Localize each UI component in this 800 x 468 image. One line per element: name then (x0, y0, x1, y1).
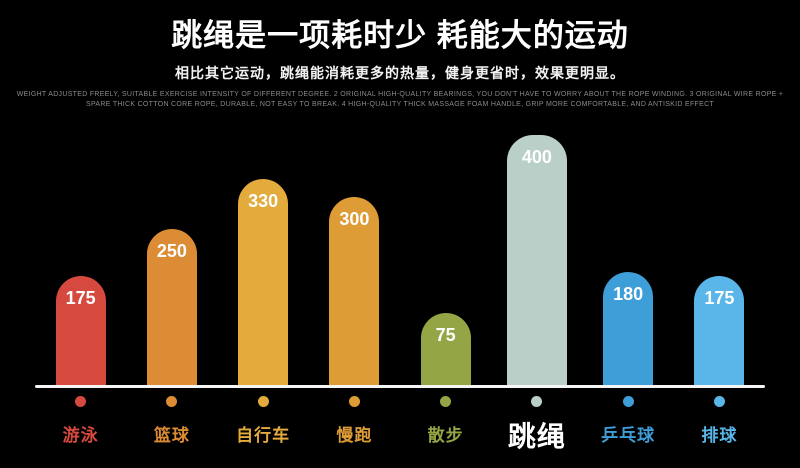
dot-column (583, 396, 674, 407)
bar-column: 175 (35, 276, 126, 385)
bar-value: 175 (65, 288, 96, 308)
label-column: 篮球 (126, 421, 217, 446)
bar-column: 250 (126, 229, 217, 385)
label-column: 跳绳 (491, 413, 582, 453)
page-title: 跳绳是一项耗时少 耗能大的运动 (0, 16, 800, 56)
bar-column: 330 (218, 179, 309, 385)
bar-column: 180 (583, 272, 674, 385)
label-column: 游泳 (35, 421, 126, 446)
category-label-乒乓球: 乒乓球 (601, 425, 656, 445)
bar-column: 75 (400, 313, 491, 385)
bar-排球: 175 (694, 276, 745, 385)
title-bold: 耗时少 耗能大 (331, 18, 533, 53)
axis-dot (713, 396, 725, 407)
axis-dot (75, 396, 87, 407)
label-column: 乒乓球 (583, 421, 674, 446)
label-column: 散步 (400, 421, 491, 446)
axis-dot (531, 396, 543, 407)
bar-value: 250 (156, 241, 187, 261)
category-label-篮球: 篮球 (153, 425, 190, 445)
bar-value: 400 (521, 147, 552, 167)
category-label-跳绳: 跳绳 (507, 421, 566, 452)
axis-dot (348, 396, 360, 407)
axis-dot (440, 396, 452, 407)
axis-dot (257, 396, 269, 407)
dot-column (491, 396, 582, 407)
bar-column: 175 (674, 276, 765, 385)
fineprint-line-1: WEIGHT ADJUSTED FREELY, SUITABLE EXERCIS… (16, 91, 784, 98)
dot-column (218, 396, 309, 407)
dot-column (400, 396, 491, 407)
fineprint: WEIGHT ADJUSTED FREELY, SUITABLE EXERCIS… (0, 90, 800, 110)
x-axis-line (35, 385, 765, 388)
bars-row: 175 250 330 300 75 400 180 175 (35, 133, 765, 385)
bar-散步: 75 (420, 313, 471, 385)
bar-篮球: 250 (146, 229, 197, 385)
bar-column: 400 (491, 135, 582, 385)
category-label-散步: 散步 (427, 425, 464, 445)
calorie-bar-chart: 175 250 330 300 75 400 180 175 游泳 篮球 自行车 慢跑 散步 跳绳 乒乓球… (35, 133, 765, 453)
fineprint-line-2: SPARE THICK COTTON CORE ROPE, DURABLE, N… (86, 101, 714, 108)
dot-column (126, 396, 217, 407)
label-column: 自行车 (218, 421, 309, 446)
bar-慢跑: 300 (329, 197, 380, 385)
bar-column: 300 (309, 197, 400, 385)
bar-value: 300 (339, 209, 370, 229)
category-label-游泳: 游泳 (62, 425, 99, 445)
bar-游泳: 175 (55, 276, 106, 385)
labels-row: 游泳 篮球 自行车 慢跑 散步 跳绳 乒乓球 排球 (35, 413, 765, 453)
dot-column (674, 396, 765, 407)
dot-column (309, 396, 400, 407)
axis-dot (166, 396, 178, 407)
bar-自行车: 330 (238, 179, 289, 385)
label-column: 排球 (674, 421, 765, 446)
subtitle: 相比其它运动，跳绳能消耗更多的热量，健身更省时，效果更明显。 (175, 65, 625, 81)
bar-value: 330 (248, 191, 279, 211)
bar-value: 175 (704, 288, 735, 308)
label-column: 慢跑 (309, 421, 400, 446)
bar-value: 180 (613, 284, 644, 304)
dots-row (35, 396, 765, 407)
bar-乒乓球: 180 (603, 272, 654, 385)
category-label-自行车: 自行车 (236, 425, 291, 445)
bar-跳绳: 400 (506, 135, 567, 385)
header: 跳绳是一项耗时少 耗能大的运动 相比其它运动，跳绳能消耗更多的热量，健身更省时，… (0, 0, 800, 110)
category-label-慢跑: 慢跑 (336, 425, 373, 445)
bar-value: 75 (435, 325, 456, 345)
dot-column (35, 396, 126, 407)
axis-dot (622, 396, 634, 407)
title-pre: 跳绳是一项 (171, 18, 332, 53)
category-label-排球: 排球 (701, 425, 738, 445)
title-post: 的运动 (532, 18, 629, 53)
